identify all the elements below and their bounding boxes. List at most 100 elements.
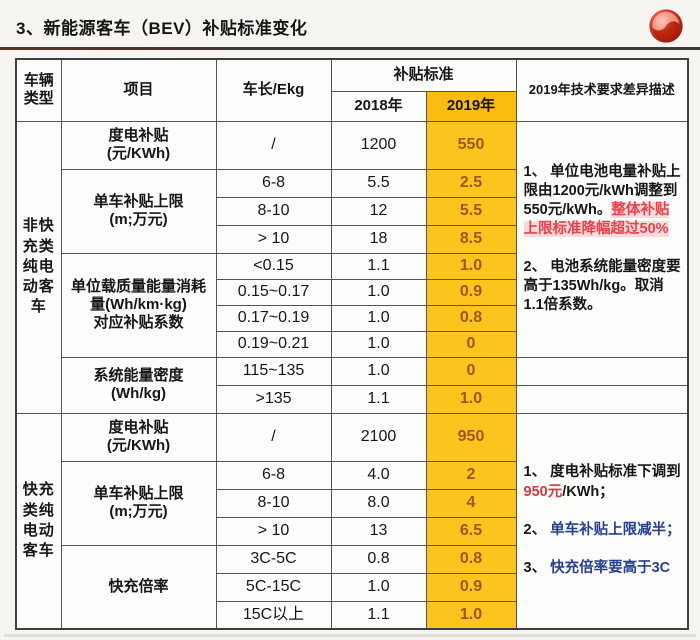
cell-2018-value: 8.0 xyxy=(330,488,427,518)
item-label: 单车补贴上限 (m;万元) xyxy=(60,168,217,254)
cell-2019-value: 0.9 xyxy=(425,278,517,306)
table-row: 系统能量密度 (Wh/kg) 115~135 1.0 0 xyxy=(16,356,689,414)
cell-2018-value: 1.0 xyxy=(330,572,427,602)
table-row: 5C-15C 1.0 0.9 xyxy=(16,572,688,602)
subsidy-table: 车辆 类型 项目 车长/Ekg 补贴标准 2019年技术要求差异描述 2018年… xyxy=(15,58,690,630)
desc-text-segment: 2、 电池系统能量密度要高于135Wh/kg。取消1.1倍系数。 xyxy=(523,259,681,314)
desc-paragraph: 1、 度电补贴标准下调到 950元/KWh； xyxy=(524,463,683,501)
header-subsidy-standard: 补贴标准 xyxy=(330,58,517,92)
item-label: 单位载质量能量消耗 量(Wh/km·kg) 对应补贴系数 xyxy=(60,252,217,358)
item-label: 快充倍率 xyxy=(60,544,217,630)
desc-section-1: 1、 单位电池电量补贴上限由1200元/kWh调整到550元/kWh。整体补贴上… xyxy=(515,120,689,358)
table-row: 0.17~0.19 1.0 0.8 xyxy=(16,304,688,332)
cell-2019-value: 0.9 xyxy=(425,572,517,602)
cell-length: 115~135 xyxy=(215,356,332,386)
cell-2019-value: 2.5 xyxy=(425,168,517,198)
dongfeng-logo-icon xyxy=(649,9,683,43)
cell-2019-value: 2 xyxy=(425,460,517,490)
cell-length: 8-10 xyxy=(215,196,332,226)
table-header-row-2: 2018年 2019年 xyxy=(16,90,688,122)
table-row: 单位载质量能量消耗 量(Wh/km·kg) 对应补贴系数 <0.15 1.1 1… xyxy=(16,252,688,358)
table-row: 0.19~0.21 1.0 0 xyxy=(16,330,688,358)
cell-length: > 10 xyxy=(215,516,332,546)
table-row: 8-10 12 5.5 xyxy=(16,196,688,226)
cell-2019-value: 0.8 xyxy=(425,544,517,574)
cell-2018-value: 1.0 xyxy=(330,356,427,386)
cell-2019-value: 1.0 xyxy=(425,252,517,280)
cell-length: 5C-15C xyxy=(215,572,332,602)
title-divider xyxy=(0,47,700,50)
table-header-row-1: 车辆 类型 项目 车长/Ekg 补贴标准 2019年技术要求差异描述 xyxy=(15,58,689,122)
cell-2018-value: 1.0 xyxy=(330,330,427,358)
cell-length: > 10 xyxy=(215,224,332,254)
table-row: 快充 类纯 电动 客车 度电补贴 (元/KWh) / 2100 950 1、 度… xyxy=(15,412,689,630)
cell-2018-value: 5.5 xyxy=(330,168,427,198)
cell-2019-value: 0.8 xyxy=(425,304,517,332)
desc-text-segment: 1、 度电补贴标准下调到 xyxy=(523,464,681,481)
page-title: 3、新能源客车（BEV）补贴标准变化 xyxy=(16,18,308,38)
header-year-2019: 2019年 xyxy=(425,90,517,122)
cell-2019-value: 4 xyxy=(425,488,517,518)
cell-2019-value: 1.0 xyxy=(425,600,517,630)
header-vehicle-type: 车辆 类型 xyxy=(15,58,62,122)
desc-paragraph: 3、 快充倍率要高于3C xyxy=(524,559,683,578)
desc-text-segment: /KWh； xyxy=(562,483,614,500)
table-row: >135 1.1 1.0 xyxy=(16,384,689,414)
cell-2018-value: 1.1 xyxy=(330,384,427,414)
item-label: 单车补贴上限 (m;万元) xyxy=(60,460,217,546)
cell-2018-value: 0.8 xyxy=(330,544,427,574)
desc-text-segment: 3、 xyxy=(523,560,551,576)
cell-2019-value: 550 xyxy=(425,120,517,170)
cell-length: 6-8 xyxy=(215,460,332,490)
cell-2018-value: 4.0 xyxy=(330,460,427,490)
table-row: 0.15~0.17 1.0 0.9 xyxy=(16,278,688,306)
cell-length: / xyxy=(215,120,332,170)
desc-paragraph: 1、 单位电池电量补贴上限由1200元/kWh调整到550元/kWh。整体补贴上… xyxy=(523,163,683,240)
cell-length: <0.15 xyxy=(215,252,332,280)
desc-section-2: 1、 度电补贴标准下调到 950元/KWh； 2、 单车补贴上限减半； 3、 快充… xyxy=(515,412,689,630)
cell-2018-value: 1.1 xyxy=(330,600,427,630)
cell-2018-value: 1.0 xyxy=(330,278,427,306)
vehicle-type-label-fast: 快充 类纯 电动 客车 xyxy=(15,412,62,630)
bottom-edge-shadow xyxy=(4,634,696,637)
cell-length: 6-8 xyxy=(215,168,332,198)
cell-length: / xyxy=(215,412,332,462)
cell-2019-value: 0 xyxy=(425,356,517,386)
desc-blue-text: 快充倍率要高于3C xyxy=(550,560,671,576)
cell-2018-value: 2100 xyxy=(330,412,427,462)
cell-2019-value: 0 xyxy=(425,330,517,358)
desc-paragraph: 2、 电池系统能量密度要高于135Wh/kg。取消1.1倍系数。 xyxy=(524,258,683,315)
cell-2018-value: 13 xyxy=(330,516,427,546)
cell-length: 0.17~0.19 xyxy=(215,304,332,332)
cell-2019-value: 5.5 xyxy=(425,196,517,226)
table-row: 非快 充类 纯电 动客 车 度电补贴 (元/KWh) / 1200 550 1、… xyxy=(15,120,689,414)
cell-2019-value: 950 xyxy=(425,412,517,462)
item-label: 度电补贴 (元/KWh) xyxy=(60,120,217,170)
desc-blue-text: 单车补贴上限减半； xyxy=(550,521,681,538)
cell-2019-value: 6.5 xyxy=(425,516,517,546)
cell-2018-value: 12 xyxy=(330,196,427,226)
cell-length: 0.15~0.17 xyxy=(215,278,332,306)
table-row: 15C以上 1.1 1.0 xyxy=(16,600,688,630)
cell-length: >135 xyxy=(215,384,332,414)
cell-length: 3C-5C xyxy=(215,544,332,574)
cell-desc-empty xyxy=(515,356,689,386)
table-row: > 10 13 6.5 xyxy=(16,516,688,546)
cell-length: 0.19~0.21 xyxy=(215,330,332,358)
cell-2018-value: 1.1 xyxy=(330,252,427,280)
desc-red-text: 950元 xyxy=(523,483,563,500)
cell-2019-value: 1.0 xyxy=(425,384,517,414)
item-label: 度电补贴 (元/KWh) xyxy=(60,412,217,462)
header-item: 项目 xyxy=(60,58,217,122)
cell-2018-value: 18 xyxy=(330,224,427,254)
header-2019-tech-diff: 2019年技术要求差异描述 xyxy=(515,58,689,122)
cell-2018-value: 1.0 xyxy=(330,304,427,332)
header-length: 车长/Ekg xyxy=(215,58,332,122)
table-row: 快充倍率 3C-5C 0.8 0.8 xyxy=(16,544,688,630)
desc-text-segment: 1、 单位电池电量补贴上限由1200元/kWh调整到550元/kWh。 xyxy=(523,163,681,218)
desc-text-segment: 2、 xyxy=(523,521,551,538)
cell-length: 8-10 xyxy=(215,488,332,518)
header-year-2018: 2018年 xyxy=(330,90,427,122)
cell-2018-value: 1200 xyxy=(330,120,427,170)
item-label: 系统能量密度 (Wh/kg) xyxy=(60,356,217,414)
